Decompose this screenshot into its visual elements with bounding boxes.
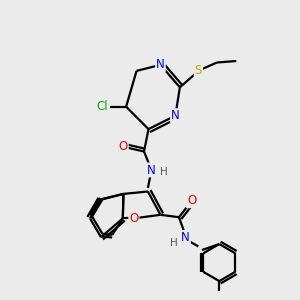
- Text: H: H: [170, 238, 178, 248]
- Text: O: O: [129, 212, 139, 225]
- Text: N: N: [147, 164, 156, 176]
- Text: N: N: [156, 58, 165, 71]
- Text: O: O: [187, 194, 196, 207]
- Text: N: N: [171, 109, 180, 122]
- Text: N: N: [181, 231, 190, 244]
- Text: O: O: [118, 140, 128, 153]
- Text: S: S: [195, 64, 202, 77]
- Text: H: H: [160, 167, 168, 177]
- Text: Cl: Cl: [96, 100, 108, 113]
